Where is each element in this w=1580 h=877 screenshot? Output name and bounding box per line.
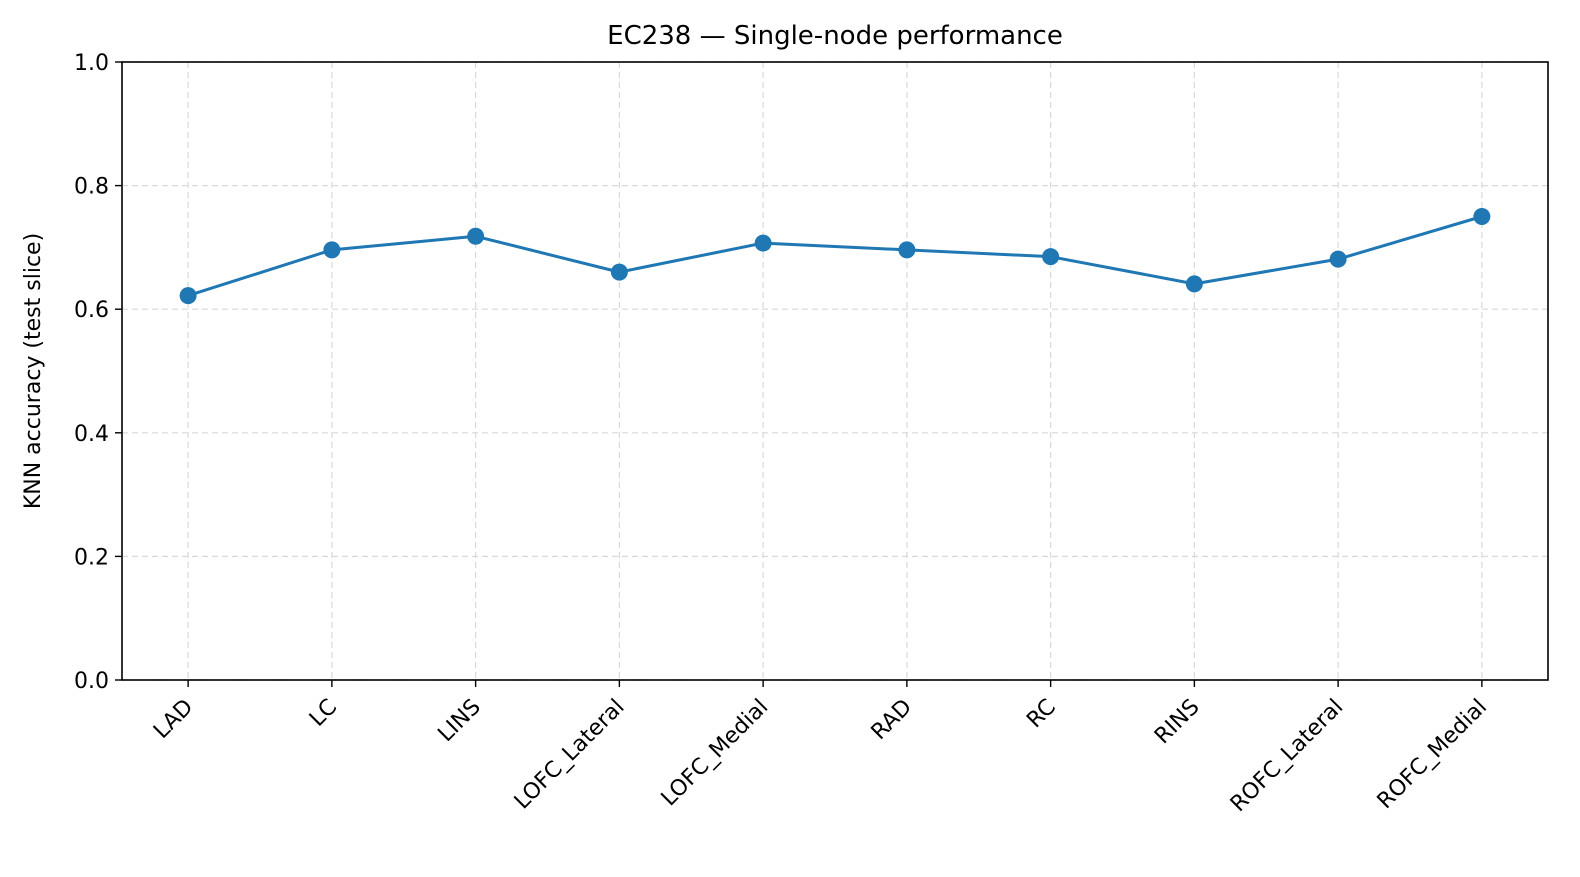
data-point bbox=[610, 263, 628, 281]
x-tick-label: LOFC_Medial bbox=[657, 695, 774, 812]
data-point bbox=[754, 234, 772, 252]
plot-frame bbox=[121, 61, 1549, 681]
x-tick-label: LC bbox=[305, 695, 342, 732]
y-axis-label: KNN accuracy (test slice) bbox=[21, 233, 46, 509]
data-point bbox=[179, 287, 197, 305]
data-points bbox=[179, 208, 1491, 305]
x-tick-label: RAD bbox=[867, 695, 917, 745]
x-tick-label: ROFC_Lateral bbox=[1226, 695, 1348, 817]
y-tick-label: 0.6 bbox=[74, 298, 109, 323]
y-tick-label: 0.8 bbox=[74, 175, 109, 200]
y-tick-label: 0.4 bbox=[74, 422, 109, 447]
y-tick-label: 0.2 bbox=[74, 545, 109, 570]
data-point bbox=[1185, 275, 1203, 293]
y-tick-label: 1.0 bbox=[74, 51, 109, 76]
y-axis-ticks: 0.0 0.2 0.4 0.6 0.8 1.0 bbox=[74, 51, 122, 694]
data-point bbox=[467, 227, 485, 245]
x-tick-label: LINS bbox=[433, 695, 485, 747]
data-point bbox=[1042, 248, 1060, 266]
x-tick-label: RINS bbox=[1150, 695, 1205, 750]
data-point bbox=[323, 241, 341, 259]
series-line-layer bbox=[187, 215, 1483, 298]
x-axis-ticks: LAD LC LINS LOFC_Lateral LOFC_Medial RAD RC RIN… bbox=[149, 680, 1492, 817]
data-point bbox=[1329, 250, 1347, 268]
x-tick-label: RC bbox=[1022, 695, 1061, 734]
grid-lines bbox=[122, 61, 1548, 681]
series-line bbox=[187, 215, 1483, 298]
y-tick-label: 0.0 bbox=[74, 669, 109, 694]
data-point bbox=[1473, 208, 1491, 225]
data-point bbox=[898, 241, 916, 259]
x-tick-label: ROFC_Medial bbox=[1373, 695, 1492, 814]
x-tick-label: LOFC_Lateral bbox=[510, 695, 630, 815]
chart-title: EC238 — Single-node performance bbox=[607, 21, 1063, 51]
x-tick-label: LAD bbox=[149, 695, 198, 744]
